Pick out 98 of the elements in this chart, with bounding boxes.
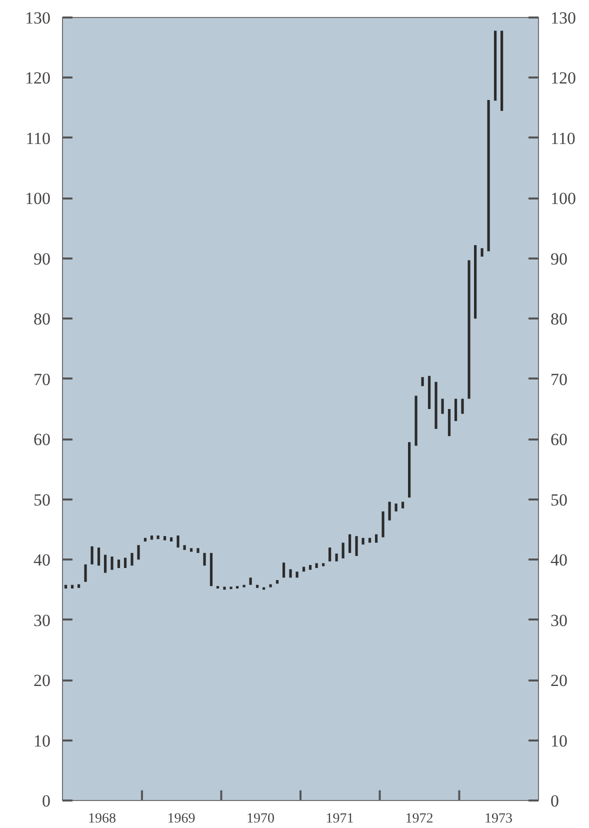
bar: [110, 556, 114, 570]
bar: [441, 398, 444, 414]
bar: [461, 398, 464, 414]
bar: [176, 535, 180, 548]
bar: [289, 569, 292, 578]
y-tick-label: 40: [34, 550, 50, 570]
y2-tick-label: 100: [550, 189, 576, 208]
bar: [97, 548, 100, 566]
bar: [382, 511, 384, 538]
x-tick-label: 1970: [246, 812, 275, 826]
bar: [269, 584, 272, 588]
bar: [394, 504, 398, 512]
bar: [196, 548, 200, 553]
bar: [454, 398, 458, 422]
bar: [468, 260, 470, 399]
bar: [315, 563, 318, 568]
y2-tick-label: 60: [550, 430, 568, 450]
bar: [256, 584, 259, 588]
y-tick-label: 120: [25, 68, 50, 88]
bar: [104, 554, 107, 573]
bar: [374, 534, 378, 543]
bar: [328, 548, 332, 562]
bar: [362, 538, 364, 545]
bar: [355, 536, 358, 556]
bar: [428, 376, 431, 409]
y-tick-label: 80: [34, 310, 50, 329]
bar: [163, 536, 166, 540]
y-tick-label: 50: [34, 490, 50, 510]
bar: [335, 554, 338, 562]
bar: [296, 572, 298, 578]
bar: [480, 248, 484, 257]
bar: [137, 545, 140, 560]
bar: [77, 584, 80, 588]
bar: [249, 578, 252, 585]
bar: [494, 30, 497, 101]
y2-tick-label: 90: [550, 249, 568, 268]
bar: [156, 535, 160, 540]
x-tick-label: 1968: [88, 812, 116, 826]
bar: [124, 558, 127, 568]
y2-tick-label: 30: [550, 610, 568, 630]
y2-tick-label: 110: [550, 128, 576, 148]
y2-tick-label: 130: [550, 8, 576, 28]
y-tick-label: 70: [34, 370, 50, 389]
bar: [276, 580, 279, 584]
y-tick-label: 130: [25, 8, 50, 28]
y-tick-label: 90: [34, 249, 50, 268]
bar: [90, 546, 94, 564]
bar: [448, 409, 451, 436]
y2-tick-label: 10: [550, 731, 568, 750]
bar: [190, 548, 193, 552]
y-tick-label: 0: [42, 792, 50, 810]
y2-tick-label: 20: [550, 671, 568, 690]
bar: [474, 245, 477, 319]
bar: [242, 584, 246, 588]
bar: [282, 562, 286, 578]
bar: [144, 538, 147, 542]
y2-tick-label: 0: [550, 792, 559, 810]
y2-tick-label: 70: [550, 370, 568, 389]
bar: [434, 382, 438, 429]
x-tick-label: 1969: [167, 812, 196, 826]
bar: [150, 535, 154, 540]
bar: [117, 560, 120, 568]
y-tick-label: 10: [34, 731, 50, 750]
bar: [487, 100, 490, 252]
bar: [348, 534, 352, 553]
y-tick-label: 100: [25, 189, 50, 208]
x-tick-label: 1972: [405, 812, 434, 826]
bar: [368, 538, 372, 543]
bar: [203, 552, 206, 566]
bar: [342, 542, 344, 558]
bar: [183, 545, 186, 550]
y-tick-label: 110: [26, 128, 51, 148]
bar: [401, 502, 404, 508]
x-tick-label: 1973: [484, 812, 513, 826]
y2-tick-label: 80: [550, 310, 568, 329]
bar: [302, 566, 306, 572]
bar: [421, 377, 424, 386]
bar: [388, 502, 391, 520]
bar: [223, 586, 226, 590]
bar: [308, 565, 312, 570]
y2-tick-label: 40: [550, 550, 568, 570]
y-tick-label: 30: [34, 610, 50, 630]
bar: [408, 442, 411, 498]
y-tick-label: 20: [34, 671, 50, 690]
bar: [230, 586, 232, 590]
y2-tick-label: 120: [550, 68, 576, 88]
y-tick-label: 60: [34, 430, 50, 450]
x-tick-label: 1971: [326, 812, 354, 826]
bar: [84, 564, 87, 582]
bar: [210, 552, 213, 586]
bar: [322, 563, 325, 566]
bar: [500, 30, 504, 111]
bar: [170, 537, 173, 542]
bar: [414, 396, 418, 446]
y2-tick-label: 50: [550, 490, 568, 510]
bar: [64, 584, 68, 588]
bar: [130, 552, 134, 566]
bar: [70, 584, 74, 588]
